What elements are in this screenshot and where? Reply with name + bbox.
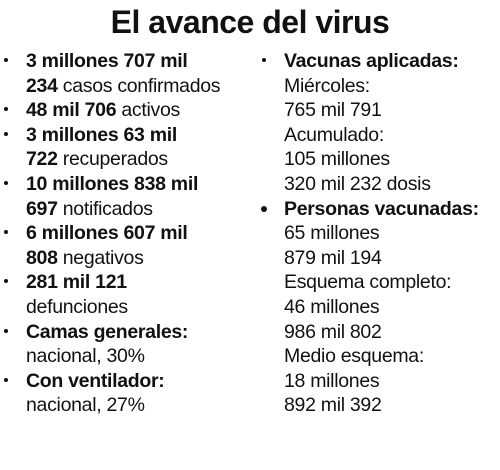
stat-line: 10 millones 838 mil xyxy=(16,172,252,197)
stat-line: 879 mil 194 xyxy=(274,246,498,271)
stat-line: 46 millones xyxy=(274,295,498,320)
stats-column-left: 3 millones 707 mil 234 casos confirmados… xyxy=(4,49,252,418)
stat-line: Personas vacunadas: xyxy=(274,197,498,222)
stat-line: defunciones xyxy=(16,295,252,320)
bullet-dot xyxy=(4,377,8,382)
stat-line: 722 recuperados xyxy=(16,147,252,172)
stat-value-bold: 6 millones 607 mil xyxy=(26,222,188,245)
stat-line: 48 mil 706 activos xyxy=(16,98,252,123)
stat-value-bold: 48 mil 706 xyxy=(26,99,117,122)
stat-value-bold: Camas generales: xyxy=(26,320,189,343)
stat-value-bold: Con ventilador: xyxy=(26,369,165,392)
bullet-dot xyxy=(4,131,8,136)
stat-line: 105 millones xyxy=(274,147,498,172)
stat-value-text: 46 millones xyxy=(284,295,380,318)
stat-value-bold: Vacunas aplicadas: xyxy=(284,50,459,72)
stat-value-bold: 3 millones 63 mil xyxy=(26,123,177,146)
stat-value-text: 320 mil 232 dosis xyxy=(284,172,431,195)
stat-people-vaccinated: Personas vacunadas: 65 millones 879 mil … xyxy=(261,197,498,418)
stat-value-text: Acumulado: xyxy=(284,123,384,146)
stat-line: 18 millones xyxy=(274,369,498,394)
bullet-dot xyxy=(4,328,8,333)
stats-column-right: Vacunas aplicadas: Miércoles: 765 mil 79… xyxy=(261,49,498,418)
stat-line: Esquema completo: xyxy=(274,270,498,295)
stat-value-text: 765 mil 791 xyxy=(284,99,382,122)
stat-recovered: 3 millones 63 mil 722 recuperados xyxy=(4,123,252,172)
stat-line: 986 mil 802 xyxy=(274,320,498,345)
stat-value-text: recuperados xyxy=(57,148,168,171)
stat-value-bold: 234 xyxy=(26,74,58,97)
stat-line: 320 mil 232 dosis xyxy=(274,172,498,197)
stat-line: 765 mil 791 xyxy=(274,98,498,123)
stat-active-cases: 48 mil 706 activos xyxy=(4,98,252,123)
bullet-dot xyxy=(4,107,8,112)
infographic-title: El avance del virus xyxy=(110,4,390,40)
bullet-dot xyxy=(4,279,8,284)
stat-line: 3 millones 63 mil xyxy=(16,123,252,148)
stat-value-text: notificados xyxy=(57,197,153,220)
stat-value-text: 879 mil 194 xyxy=(284,246,382,269)
stat-line: 65 millones xyxy=(274,221,498,246)
stat-line: Camas generales: xyxy=(16,320,252,345)
stat-value-bold: 10 millones 838 mil xyxy=(26,172,199,195)
stat-line: 234 casos confirmados xyxy=(16,74,252,99)
bullet-dot xyxy=(262,58,266,62)
stat-value-text: Miércoles: xyxy=(284,74,370,97)
stat-notified: 10 millones 838 mil 697 notificados xyxy=(4,172,252,221)
stat-value-text: Esquema completo: xyxy=(284,271,452,294)
stat-line: Acumulado: xyxy=(274,123,498,148)
bullet-dot xyxy=(4,230,8,235)
stat-line: Miércoles: xyxy=(274,74,498,99)
bullet-dot xyxy=(4,180,8,185)
stat-value-text: defunciones xyxy=(26,295,128,318)
stat-ventilator-beds: Con ventilador: nacional, 27% xyxy=(4,369,252,418)
stat-confirmed-cases: 3 millones 707 mil 234 casos confirmados xyxy=(4,49,252,98)
stat-value-bold: 697 xyxy=(26,197,58,220)
bullet-dot xyxy=(261,205,267,212)
stat-value-bold: 3 millones 707 mil xyxy=(26,50,188,72)
stat-value-text: negativos xyxy=(57,246,144,269)
stat-line: Vacunas aplicadas: xyxy=(274,49,498,74)
stat-value-text: 65 millones xyxy=(284,222,380,245)
stat-line: nacional, 27% xyxy=(16,393,252,418)
stat-line: Medio esquema: xyxy=(274,344,498,369)
stat-value-text: Medio esquema: xyxy=(284,345,424,368)
stat-value-bold: Personas vacunadas: xyxy=(284,197,479,220)
bullet-dot xyxy=(4,58,8,62)
stat-value-bold: 808 xyxy=(26,246,58,269)
stat-value-text: 105 millones xyxy=(284,148,390,171)
stat-deaths: 281 mil 121 defunciones xyxy=(4,270,252,319)
stat-line: 3 millones 707 mil xyxy=(16,49,252,74)
stat-line: Con ventilador: xyxy=(16,369,252,394)
stat-line: 6 millones 607 mil xyxy=(16,221,252,246)
stat-line: nacional, 30% xyxy=(16,344,252,369)
stat-value-bold: 722 xyxy=(26,148,58,171)
stat-negative: 6 millones 607 mil 808 negativos xyxy=(4,221,252,270)
stat-line: 808 negativos xyxy=(16,246,252,271)
stat-value-text: 892 mil 392 xyxy=(284,394,382,417)
stat-value-text: nacional, 30% xyxy=(26,345,145,368)
stat-line: 697 notificados xyxy=(16,197,252,222)
stat-line: 281 mil 121 xyxy=(16,270,252,295)
stat-value-text: casos confirmados xyxy=(57,74,221,97)
stat-value-bold: 281 mil 121 xyxy=(26,271,127,294)
stat-value-text: activos xyxy=(116,99,180,122)
stat-vaccines-applied: Vacunas aplicadas: Miércoles: 765 mil 79… xyxy=(262,49,498,197)
stat-value-text: 18 millones xyxy=(284,369,380,392)
stat-general-beds: Camas generales: nacional, 30% xyxy=(4,320,252,369)
stat-value-text: nacional, 27% xyxy=(26,394,145,417)
stat-line: 892 mil 392 xyxy=(274,393,498,418)
stat-value-text: 986 mil 802 xyxy=(284,320,382,343)
